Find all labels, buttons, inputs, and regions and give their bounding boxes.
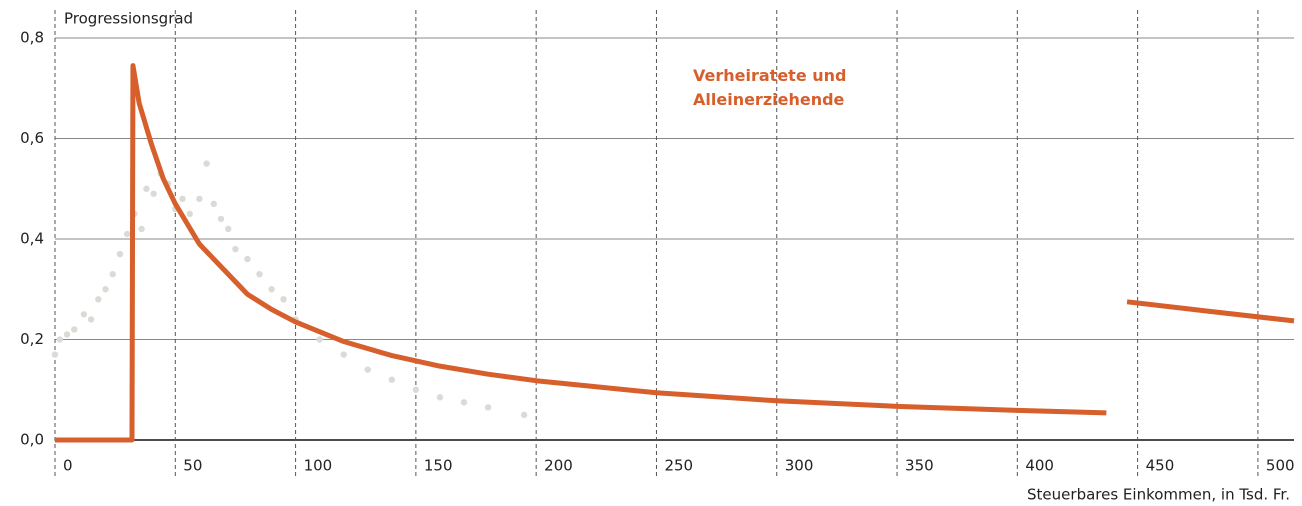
data-point xyxy=(56,336,64,343)
x-tick-label: 100 xyxy=(304,457,333,475)
data-point xyxy=(244,255,251,263)
data-point xyxy=(95,296,102,303)
data-point xyxy=(150,190,157,197)
y-tick-label: 0,2 xyxy=(20,330,44,348)
data-point xyxy=(196,195,203,202)
data-point xyxy=(364,366,371,373)
data-point xyxy=(109,270,116,278)
data-point xyxy=(225,225,232,233)
x-tick-label: 150 xyxy=(424,457,453,475)
data-point xyxy=(123,230,131,238)
x-tick-label: 50 xyxy=(183,457,202,475)
x-tick-label: 250 xyxy=(664,457,693,475)
x-tick-label: 300 xyxy=(785,457,814,475)
data-point xyxy=(186,210,193,218)
data-point xyxy=(63,331,71,338)
data-point xyxy=(256,270,263,278)
data-point xyxy=(179,195,186,202)
x-axis-label: Steuerbares Einkommen, in Tsd. Fr. xyxy=(1027,486,1290,504)
data-point xyxy=(460,399,468,406)
y-axis-label: Progressionsgrad xyxy=(64,10,193,28)
data-point xyxy=(102,286,109,293)
data-point xyxy=(203,160,210,167)
y-tick-label: 0,6 xyxy=(20,129,44,147)
y-tick-label: 0,0 xyxy=(20,431,44,449)
data-point xyxy=(80,311,88,318)
data-line xyxy=(55,63,1295,443)
data-point xyxy=(51,351,59,358)
data-point xyxy=(143,185,150,192)
y-tick-label: 0,4 xyxy=(20,230,44,248)
data-point xyxy=(280,296,287,303)
x-tick-label: 450 xyxy=(1146,457,1175,475)
data-point xyxy=(232,245,239,253)
x-tick-label: 500 xyxy=(1266,457,1295,475)
data-point xyxy=(436,394,444,401)
data-point xyxy=(87,316,95,323)
data-point xyxy=(316,336,323,343)
x-tick-label: 200 xyxy=(544,457,573,475)
data-point xyxy=(217,215,225,223)
data-point xyxy=(412,386,420,393)
y-tick-label: 0,8 xyxy=(20,29,44,47)
data-point xyxy=(138,225,145,233)
legend-label: Verheiratete und Alleinerziehende xyxy=(693,66,847,109)
data-point xyxy=(484,404,492,411)
x-tick-label: 0 xyxy=(63,457,73,475)
x-tick-label: 350 xyxy=(905,457,934,475)
data-point xyxy=(116,250,124,258)
data-point xyxy=(268,286,275,293)
data-point xyxy=(340,351,347,358)
data-point xyxy=(71,326,78,333)
data-point xyxy=(520,411,528,419)
data-point xyxy=(388,376,396,383)
x-tick-label: 400 xyxy=(1025,457,1054,475)
data-point xyxy=(210,200,217,208)
